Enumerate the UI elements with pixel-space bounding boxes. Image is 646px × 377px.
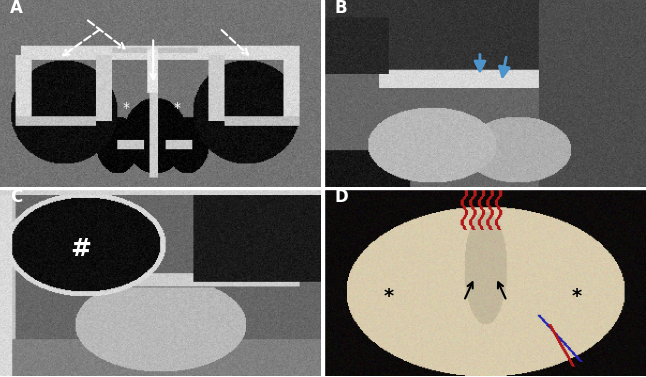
Text: D: D	[334, 188, 348, 205]
Text: *: *	[123, 101, 130, 115]
Text: *: *	[384, 287, 394, 306]
Text: A: A	[10, 0, 23, 17]
Text: *: *	[571, 287, 581, 306]
Text: *: *	[173, 101, 180, 115]
Text: #: #	[70, 238, 91, 262]
Text: B: B	[334, 0, 347, 17]
Text: C: C	[10, 188, 22, 205]
